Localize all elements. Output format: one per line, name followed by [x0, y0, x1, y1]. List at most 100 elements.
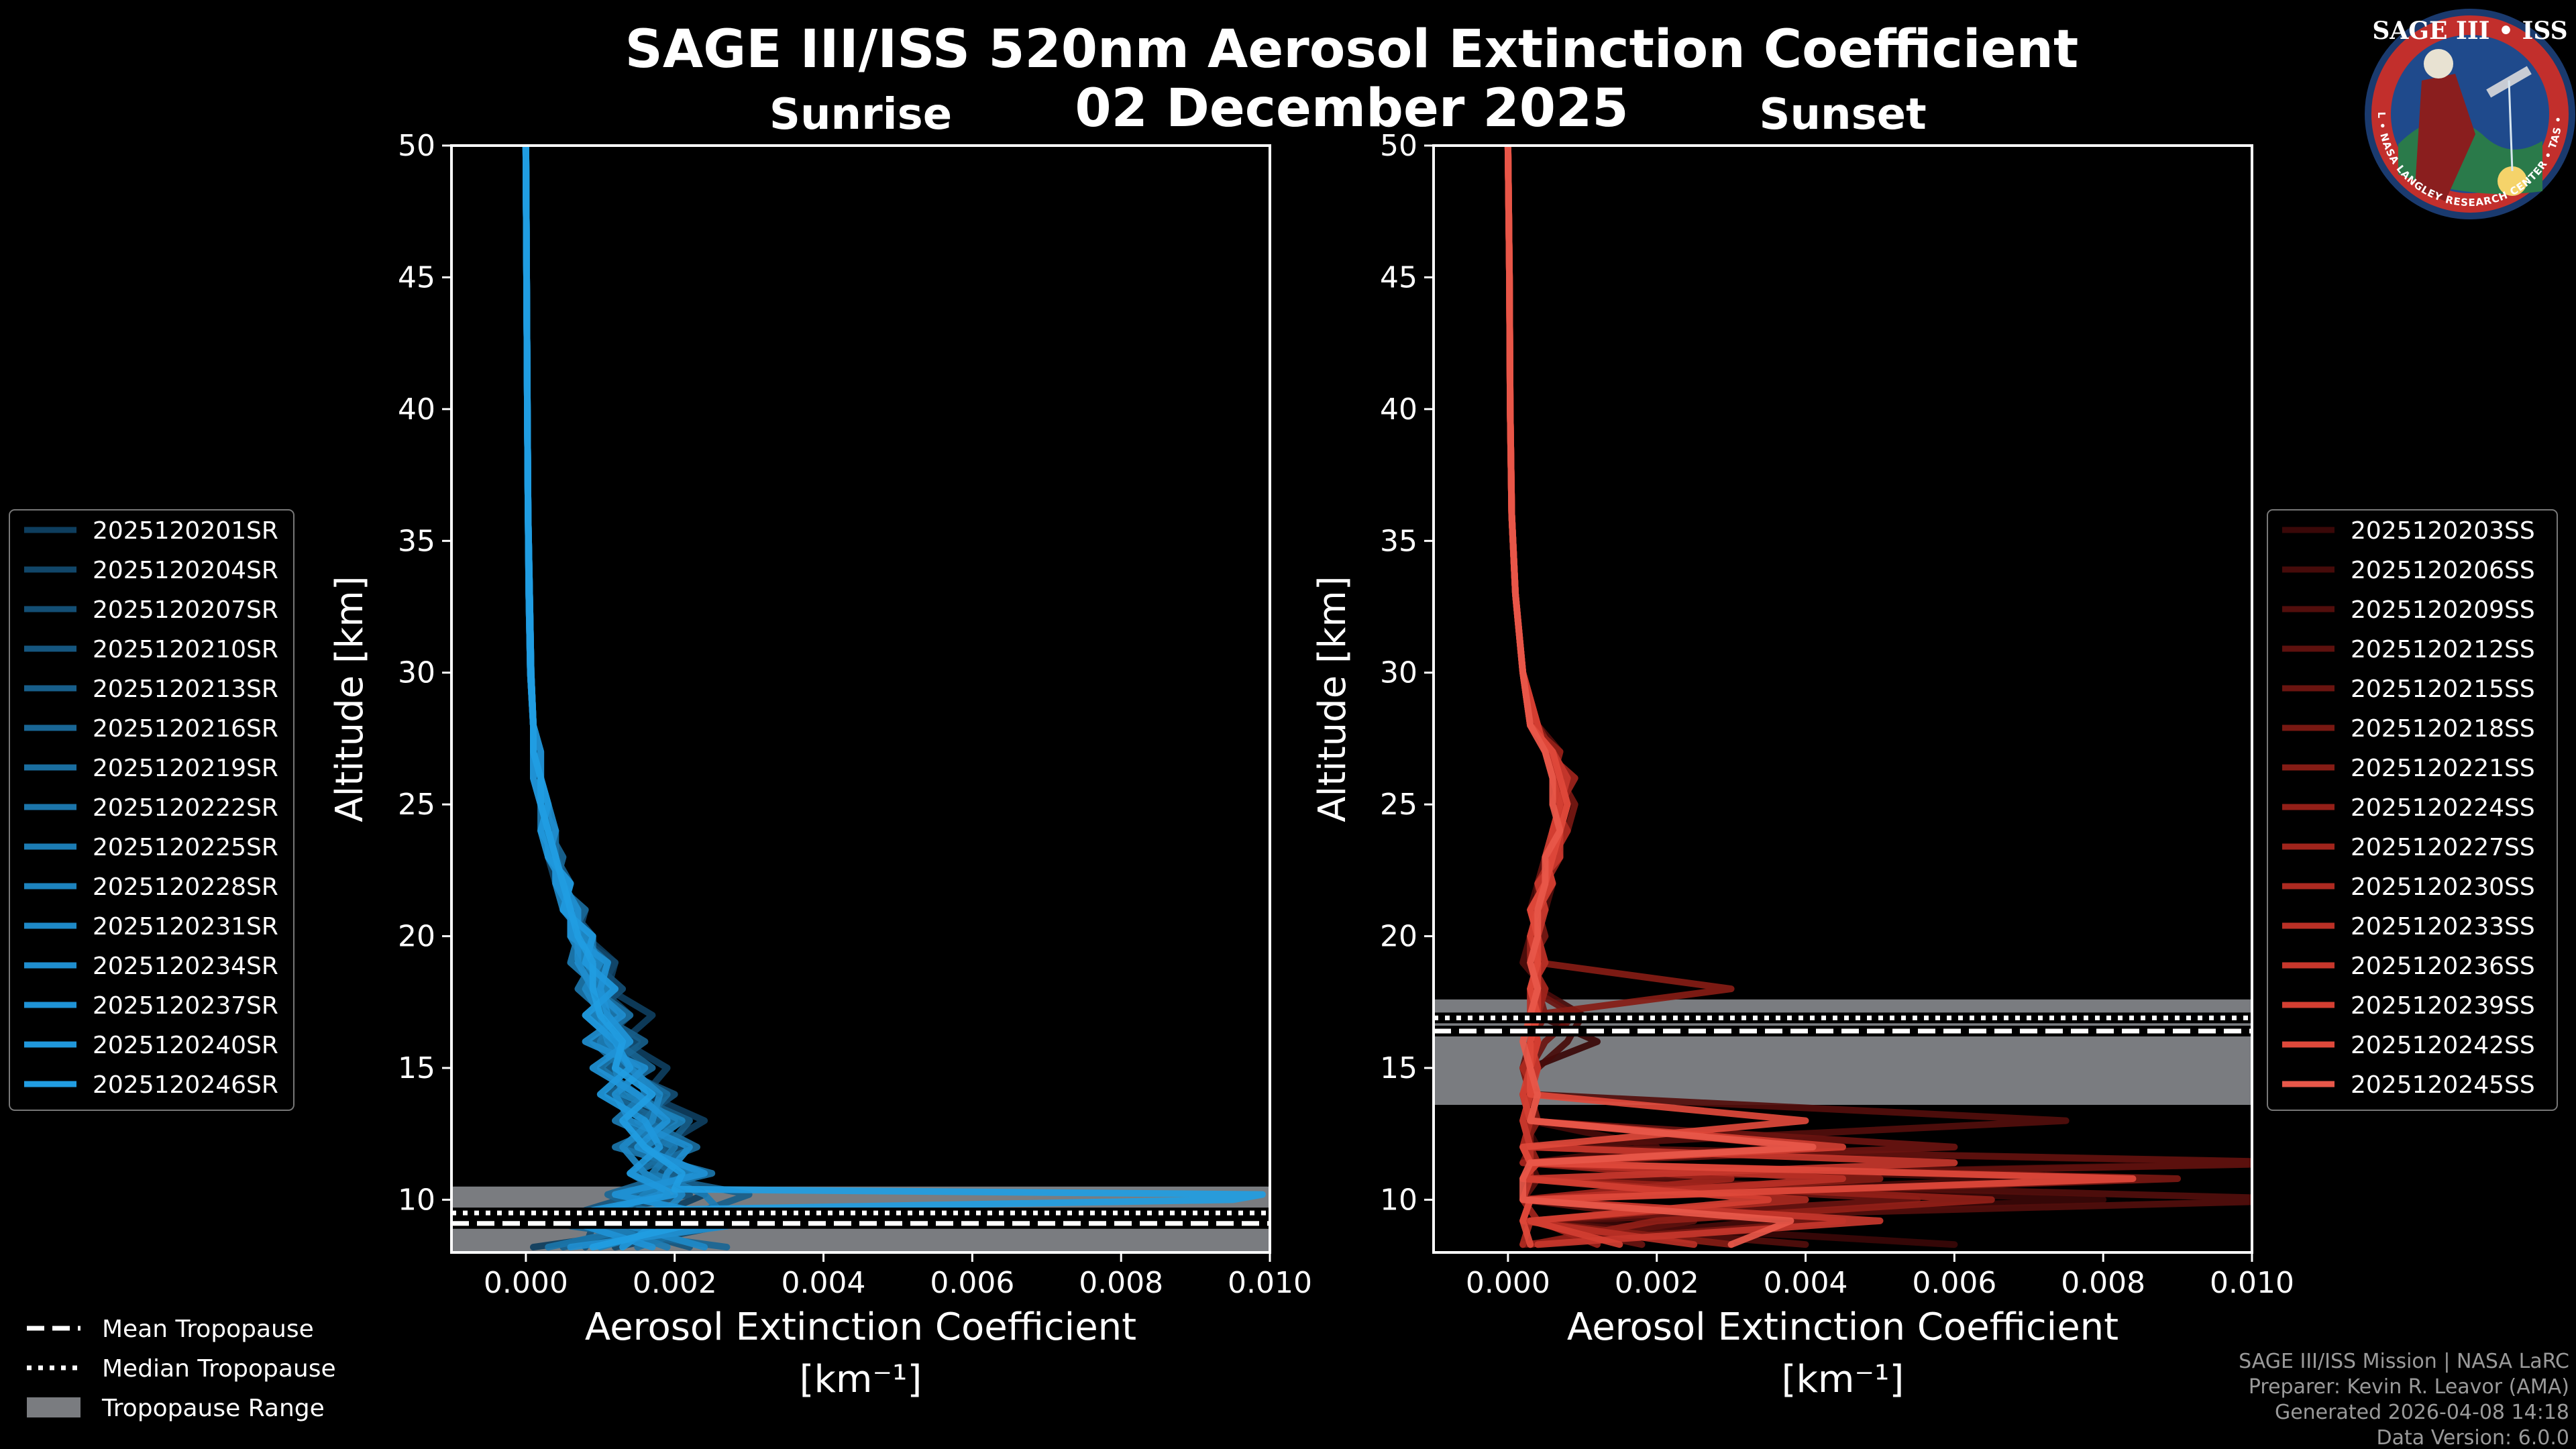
series-line-2025120228SR [522, 146, 693, 1251]
x-tick-label: 0.004 [1764, 1266, 1848, 1300]
tropopause-range-swatch [27, 1397, 80, 1417]
sunrise-x-axis-label: Aerosol Extinction Coefficient [585, 1305, 1136, 1349]
sunset-plot-frame [1432, 144, 2253, 1254]
series-line-2025120234SR [522, 146, 731, 1251]
figure-date: 02 December 2025 [1075, 78, 1628, 139]
mean-tropopause-label: Mean Tropopause [102, 1316, 314, 1343]
footer: SAGE III/ISS Mission | NASA LaRC Prepare… [2239, 1350, 2569, 1449]
sunset-x-ticks: 0.000 0.002 0.004 0.006 0.008 0.010 [1466, 1252, 2294, 1300]
y-tick-label: 35 [1380, 524, 1417, 558]
legend-label: 2025120228SR [93, 873, 278, 901]
legend-label: 2025120246SR [93, 1071, 278, 1099]
sunset-y-ticks: 10 15 20 25 30 35 40 45 50 [1380, 129, 1434, 1217]
x-tick-label: 0.000 [1466, 1266, 1550, 1300]
legend-label: 2025120207SR [93, 596, 278, 624]
x-tick-label: 0.004 [782, 1266, 866, 1300]
legend-label: 2025120213SR [93, 676, 278, 703]
sunset-x-axis-units: [km⁻¹] [1782, 1358, 1904, 1401]
legend-label: 2025120212SS [2351, 636, 2535, 663]
sunset-legend: 2025120203SS 2025120206SS 2025120209SS 2025… [2267, 509, 2558, 1111]
legend-label: 2025120231SR [93, 913, 278, 941]
sunrise-y-ticks: 10 15 20 25 30 35 40 45 50 [398, 129, 451, 1217]
sunrise-tropopause-lines [451, 1208, 1270, 1229]
y-tick-label: 15 [1380, 1051, 1417, 1085]
x-tick-label: 0.006 [1912, 1266, 1996, 1300]
footer-preparer: Preparer: Kevin R. Leavor (AMA) [2249, 1375, 2569, 1399]
legend-label: 2025120239SS [2351, 992, 2535, 1020]
y-tick-label: 10 [398, 1183, 435, 1217]
x-tick-label: 0.010 [2210, 1266, 2294, 1300]
y-tick-label: 10 [1380, 1183, 1417, 1217]
legend-label: 2025120222SR [93, 794, 278, 822]
y-tick-label: 50 [1380, 129, 1417, 163]
sunrise-y-axis-label: Altitude [km] [328, 576, 372, 822]
series-line-2025120207SR [522, 146, 693, 1251]
legend-label: 2025120218SS [2351, 715, 2535, 743]
sunrise-panel-title: Sunrise [769, 90, 952, 140]
y-tick-label: 45 [1380, 260, 1417, 294]
legend-label: 2025120233SS [2351, 913, 2535, 941]
legend-label: 2025120216SR [93, 715, 278, 743]
sunset-series-lines [1504, 146, 2252, 1248]
sunset-panel: 0.000 0.002 0.004 0.006 0.008 0.010 10 15 20 25 3… [1311, 129, 2294, 1401]
sunrise-x-axis-units: [km⁻¹] [800, 1358, 922, 1401]
x-tick-label: 0.008 [1079, 1266, 1163, 1300]
legend-label: 2025120236SS [2351, 953, 2535, 980]
legend-label: 2025120240SR [93, 1032, 278, 1059]
logo-title: SAGE III • ISS [2372, 17, 2567, 45]
footer-data-version: Data Version: 6.0.0 [2377, 1426, 2569, 1449]
sunrise-legend: 2025120201SR 2025120204SR 2025120207SR 2025… [9, 509, 294, 1111]
legend-label: 2025120209SS [2351, 596, 2535, 624]
x-tick-label: 0.002 [1615, 1266, 1699, 1300]
legend-label: 2025120215SS [2351, 676, 2535, 703]
sunset-panel-title: Sunset [1759, 90, 1926, 140]
sunrise-series-lines [522, 146, 1266, 1251]
y-tick-label: 50 [398, 129, 435, 163]
x-tick-label: 0.006 [930, 1266, 1014, 1300]
sunrise-plot-frame [450, 144, 1271, 1254]
legend-label: 2025120230SS [2351, 873, 2535, 901]
legend-label: 2025120204SR [93, 557, 278, 584]
median-tropopause-label: Median Tropopause [102, 1355, 336, 1383]
y-tick-label: 40 [398, 392, 435, 427]
sunset-y-axis-label: Altitude [km] [1311, 576, 1354, 822]
x-tick-label: 0.000 [484, 1266, 568, 1300]
footer-mission: SAGE III/ISS Mission | NASA LaRC [2239, 1350, 2569, 1373]
y-tick-label: 25 [398, 788, 435, 822]
footer-generated: Generated 2026-04-08 14:18 [2275, 1401, 2569, 1424]
sunrise-x-ticks: 0.000 0.002 0.004 0.006 0.008 0.010 [484, 1252, 1312, 1300]
legend-label: 2025120224SS [2351, 794, 2535, 822]
legend-label: 2025120221SS [2351, 755, 2535, 782]
legend-label: 2025120225SR [93, 834, 278, 861]
figure-title: SAGE III/ISS 520nm Aerosol Extinction Co… [625, 19, 2079, 80]
y-tick-label: 15 [398, 1051, 435, 1085]
series-line-2025120245SS [1504, 146, 1817, 1248]
y-tick-label: 45 [398, 260, 435, 294]
y-tick-label: 35 [398, 524, 435, 558]
sunrise-panel: 0.000 0.002 0.004 0.006 0.008 0.010 10 15 20 25 3… [328, 129, 1312, 1401]
legend-label: 2025120237SR [93, 992, 278, 1020]
legend-label: 2025120201SR [93, 517, 278, 545]
sunset-x-axis-label: Aerosol Extinction Coefficient [1567, 1305, 2118, 1349]
x-tick-label: 0.008 [2061, 1266, 2145, 1300]
y-tick-label: 30 [398, 656, 435, 690]
legend-label: 2025120245SS [2351, 1071, 2535, 1099]
legend-label: 2025120203SS [2351, 517, 2535, 545]
tropopause-range-label: Tropopause Range [101, 1395, 325, 1422]
legend-label: 2025120206SS [2351, 557, 2535, 584]
legend-label: 2025120234SR [93, 953, 278, 980]
legend-label: 2025120219SR [93, 755, 278, 782]
legend-label: 2025120227SS [2351, 834, 2535, 861]
legend-label: 2025120242SS [2351, 1032, 2535, 1059]
y-tick-label: 25 [1380, 788, 1417, 822]
y-tick-label: 40 [1380, 392, 1417, 427]
x-tick-label: 0.010 [1228, 1266, 1312, 1300]
y-tick-label: 30 [1380, 656, 1417, 690]
legend-label: 2025120210SR [93, 636, 278, 663]
sunset-tropopause-lines [1434, 1012, 2252, 1036]
tropopause-legend: Mean Tropopause Median Tropopause Tropop… [27, 1316, 336, 1422]
y-tick-label: 20 [398, 920, 435, 954]
x-tick-label: 0.002 [633, 1266, 717, 1300]
y-tick-label: 20 [1380, 920, 1417, 954]
